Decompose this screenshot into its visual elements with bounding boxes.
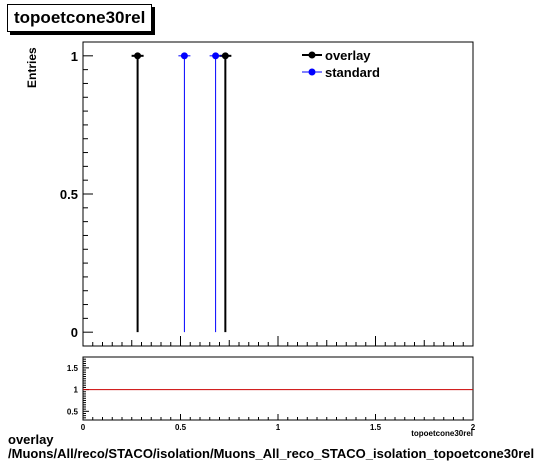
legend-overlay-label: overlay	[325, 48, 371, 63]
ratio-plot-frame	[82, 356, 474, 421]
main-data-marks	[131, 52, 232, 333]
ratio-x-tick-label: 1.5	[370, 423, 382, 432]
ratio-y-tick-label: 1	[74, 386, 79, 395]
y-tick-label: 1	[71, 49, 78, 64]
caption-line-2: /Muons/All/reco/STACO/isolation/Muons_Al…	[8, 446, 535, 461]
caption-line-1: overlay	[8, 432, 54, 447]
ratio-x-tick-label: 2	[471, 423, 476, 432]
x-axis-label: topoetcone30rel	[411, 429, 473, 438]
overlay-point	[221, 52, 229, 60]
standard-point	[180, 52, 188, 60]
ratio-x-tick-label: 0	[81, 423, 86, 432]
ratio-x-tick-label: 1	[276, 423, 281, 432]
y-axis-label: Entries	[25, 47, 39, 88]
main-axis-ticks: 00.51	[60, 41, 474, 347]
ratio-y-tick-label: 1.5	[67, 364, 79, 373]
y-tick-label: 0.5	[60, 187, 78, 202]
ratio-x-tick-label: 0.5	[175, 423, 187, 432]
legend-overlay-marker	[308, 51, 316, 59]
y-tick-label: 0	[71, 325, 78, 340]
legend: overlay standard	[302, 48, 380, 80]
legend-standard-label: standard	[325, 65, 380, 80]
legend-standard-marker	[308, 68, 316, 76]
main-plot-frame	[82, 41, 474, 347]
histogram-title: topoetcone30rel	[7, 4, 153, 32]
overlay-point	[134, 52, 142, 60]
ratio-y-tick-label: 0.5	[67, 407, 79, 416]
ratio-axis-ticks: 0 0.5 1 1.5 20.511.5	[67, 358, 476, 432]
standard-point	[212, 52, 220, 60]
